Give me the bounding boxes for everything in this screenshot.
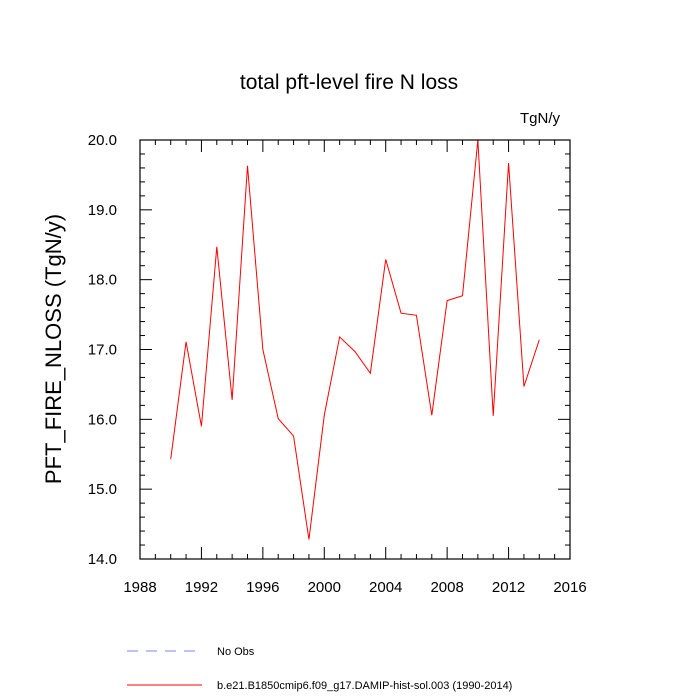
y-tick-label: 20.0 [88, 132, 117, 149]
y-axis-label: PFT_FIRE_NLOSS (TgN/y) [41, 214, 66, 484]
series-line-0 [170, 139, 540, 540]
axis-ticks [139, 139, 571, 560]
axis-tick-labels: 1988 1992 1996 2000 2004 2008 2012 2016 14.0 15.0… [88, 132, 587, 596]
x-tick-label: 1988 [123, 579, 156, 596]
y-tick-label: 14.0 [88, 551, 117, 568]
y-tick-label: 17.0 [88, 342, 117, 359]
y-tick-label: 15.0 [88, 481, 117, 498]
units-label: TgN/y [520, 110, 561, 127]
plot-frame [139, 139, 571, 560]
x-tick-label: 1996 [246, 579, 279, 596]
x-tick-label: 1992 [185, 579, 218, 596]
legend: No Obs b.e21.B1850cmip6.f09_g17.DAMIP-hi… [127, 646, 512, 692]
x-tick-label: 2016 [553, 579, 586, 596]
legend-label-model-run: b.e21.B1850cmip6.f09_g17.DAMIP-hist-sol.… [217, 680, 512, 692]
x-tick-label: 2012 [492, 579, 525, 596]
chart-title: total pft-level fire N loss [240, 71, 458, 94]
y-tick-label: 19.0 [88, 202, 117, 219]
y-tick-label: 16.0 [88, 411, 117, 428]
x-tick-label: 2008 [430, 579, 463, 596]
x-tick-label: 2000 [308, 579, 341, 596]
legend-label-no-obs: No Obs [217, 646, 255, 658]
y-tick-label: 18.0 [88, 272, 117, 289]
plot-series [170, 139, 540, 540]
x-tick-label: 2004 [369, 579, 402, 596]
